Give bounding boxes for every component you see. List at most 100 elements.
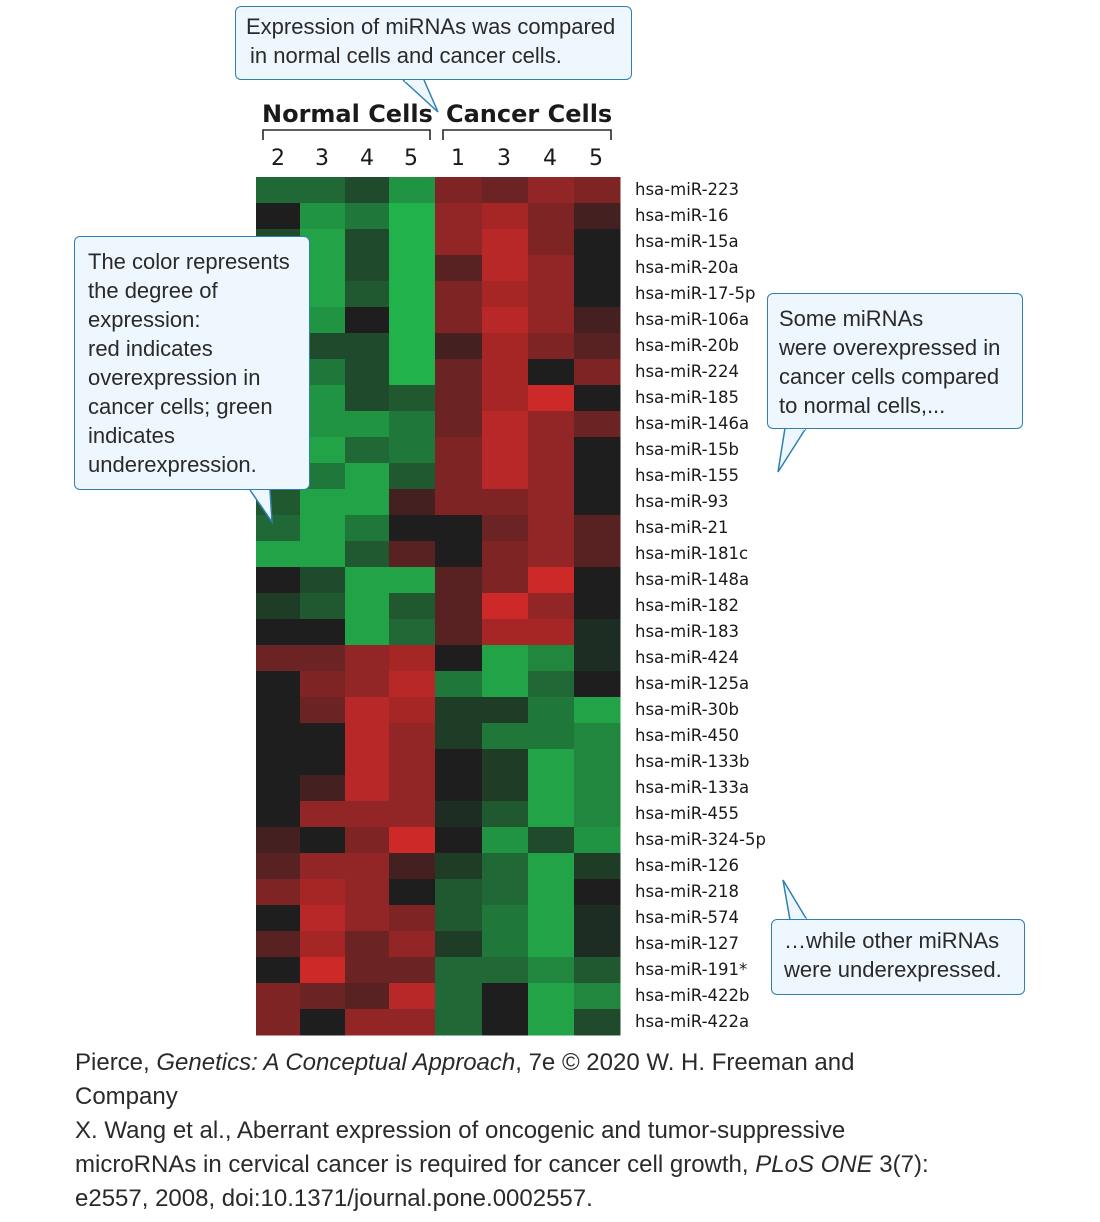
row-label: hsa-miR-106a xyxy=(635,310,750,329)
heatmap-cell xyxy=(256,671,301,698)
heatmap-cell xyxy=(435,775,483,802)
normal-cells-bracket xyxy=(262,129,431,140)
credit-edition: , 7e © 2020 W. H. Freeman and xyxy=(515,1049,855,1076)
top-callout-line-1: Expression of miRNAs was compared xyxy=(246,14,616,39)
heatmap-cell xyxy=(300,203,346,230)
heatmap-cell xyxy=(345,619,390,646)
heatmap-cell xyxy=(435,697,483,724)
heatmap-cell xyxy=(435,983,483,1010)
heatmap-cell xyxy=(389,229,436,256)
heatmap-cell xyxy=(345,229,390,256)
column-label: 5 xyxy=(589,146,603,171)
heatmap-cell xyxy=(528,567,575,594)
heatmap-cell xyxy=(574,359,621,386)
heatmap-cell xyxy=(482,931,529,958)
heatmap-cell xyxy=(256,645,301,672)
heatmap-cell xyxy=(256,853,301,880)
heatmap-cell xyxy=(256,567,301,594)
heatmap-cell xyxy=(389,333,436,360)
heatmap-cell xyxy=(528,385,575,412)
top-callout-line-2: in normal cells and cancer cells. xyxy=(250,43,562,68)
left-callout-pointer xyxy=(249,489,273,525)
row-label: hsa-miR-574 xyxy=(635,908,740,927)
heatmap-cell xyxy=(345,697,390,724)
heatmap-cell xyxy=(435,333,483,360)
heatmap-cell xyxy=(528,957,575,984)
row-label: hsa-miR-422b xyxy=(635,986,750,1005)
heatmap-cell xyxy=(482,177,529,204)
row-label: hsa-miR-133a xyxy=(635,778,750,797)
heatmap-cell xyxy=(256,593,301,620)
row-label: hsa-miR-21 xyxy=(635,518,729,537)
row-label: hsa-miR-185 xyxy=(635,388,740,407)
heatmap-cell xyxy=(528,359,575,386)
left-callout-line-3: expression: xyxy=(88,307,201,332)
heatmap-cell xyxy=(482,307,529,334)
heatmap-cell xyxy=(574,749,621,776)
row-label: hsa-miR-223 xyxy=(635,180,740,199)
heatmap-cell xyxy=(482,333,529,360)
row-label: hsa-miR-148a xyxy=(635,570,750,589)
heatmap-cell xyxy=(389,671,436,698)
heatmap-cell xyxy=(256,983,301,1010)
heatmap-cell xyxy=(482,697,529,724)
heatmap-cell xyxy=(389,359,436,386)
credit-line-2: Company xyxy=(75,1083,178,1110)
heatmap-cell xyxy=(345,567,390,594)
heatmap-cell xyxy=(482,801,529,828)
bottom-callout: …while other miRNAs were underexpressed. xyxy=(771,919,1025,995)
heatmap-cell xyxy=(435,853,483,880)
row-label: hsa-miR-16 xyxy=(635,206,729,225)
heatmap-cell xyxy=(345,879,390,906)
left-callout-line-2: the degree of xyxy=(88,278,218,303)
row-label: hsa-miR-20a xyxy=(635,258,739,277)
heatmap-cell xyxy=(389,879,436,906)
column-label: 1 xyxy=(451,146,465,171)
heatmap-cell xyxy=(528,879,575,906)
heatmap-cell xyxy=(300,671,346,698)
bottom-callout-line-2: were underexpressed. xyxy=(784,957,1002,982)
heatmap-cell xyxy=(345,671,390,698)
heatmap-cell xyxy=(528,281,575,308)
heatmap-cell xyxy=(574,801,621,828)
heatmap-cell xyxy=(482,671,529,698)
heatmap-cell xyxy=(345,437,390,464)
credit: Pierce, Genetics: A Conceptual Approach,… xyxy=(75,1046,929,1216)
heatmap-cell xyxy=(482,905,529,932)
heatmap-cell xyxy=(300,515,346,542)
heatmap-cell xyxy=(528,931,575,958)
heatmap-cell xyxy=(256,905,301,932)
heatmap-cell xyxy=(574,489,621,516)
heatmap-cell xyxy=(345,411,390,438)
heatmap-cell xyxy=(435,1009,483,1036)
row-label: hsa-miR-424 xyxy=(635,648,740,667)
heatmap-cell xyxy=(482,411,529,438)
heatmap-cell xyxy=(482,255,529,282)
heatmap-cell xyxy=(435,645,483,672)
heatmap-cell xyxy=(389,437,436,464)
heatmap-cell xyxy=(528,411,575,438)
heatmap-cell xyxy=(389,541,436,568)
heatmap-cell xyxy=(574,411,621,438)
heatmap-cell xyxy=(389,281,436,308)
heatmap-cell xyxy=(574,879,621,906)
heatmap-cell xyxy=(574,1009,621,1036)
heatmap-cell xyxy=(300,489,346,516)
heatmap-cell xyxy=(482,1009,529,1036)
heatmap-cell xyxy=(256,177,301,204)
heatmap-cell xyxy=(528,541,575,568)
heatmap-cell xyxy=(389,203,436,230)
heatmap-cell xyxy=(389,255,436,282)
row-label: hsa-miR-422a xyxy=(635,1012,750,1031)
row-label: hsa-miR-455 xyxy=(635,804,740,823)
heatmap-cell xyxy=(389,905,436,932)
heatmap-cell xyxy=(345,853,390,880)
credit-author: Pierce, xyxy=(75,1049,157,1076)
heatmap-cell xyxy=(435,593,483,620)
heatmap-cell xyxy=(435,385,483,412)
heatmap-cell xyxy=(389,931,436,958)
heatmap-cell xyxy=(345,541,390,568)
credit-line-5: e2557, 2008, doi:10.1371/journal.pone.00… xyxy=(75,1185,593,1212)
heatmap-cell xyxy=(345,489,390,516)
heatmap-cell xyxy=(435,957,483,984)
